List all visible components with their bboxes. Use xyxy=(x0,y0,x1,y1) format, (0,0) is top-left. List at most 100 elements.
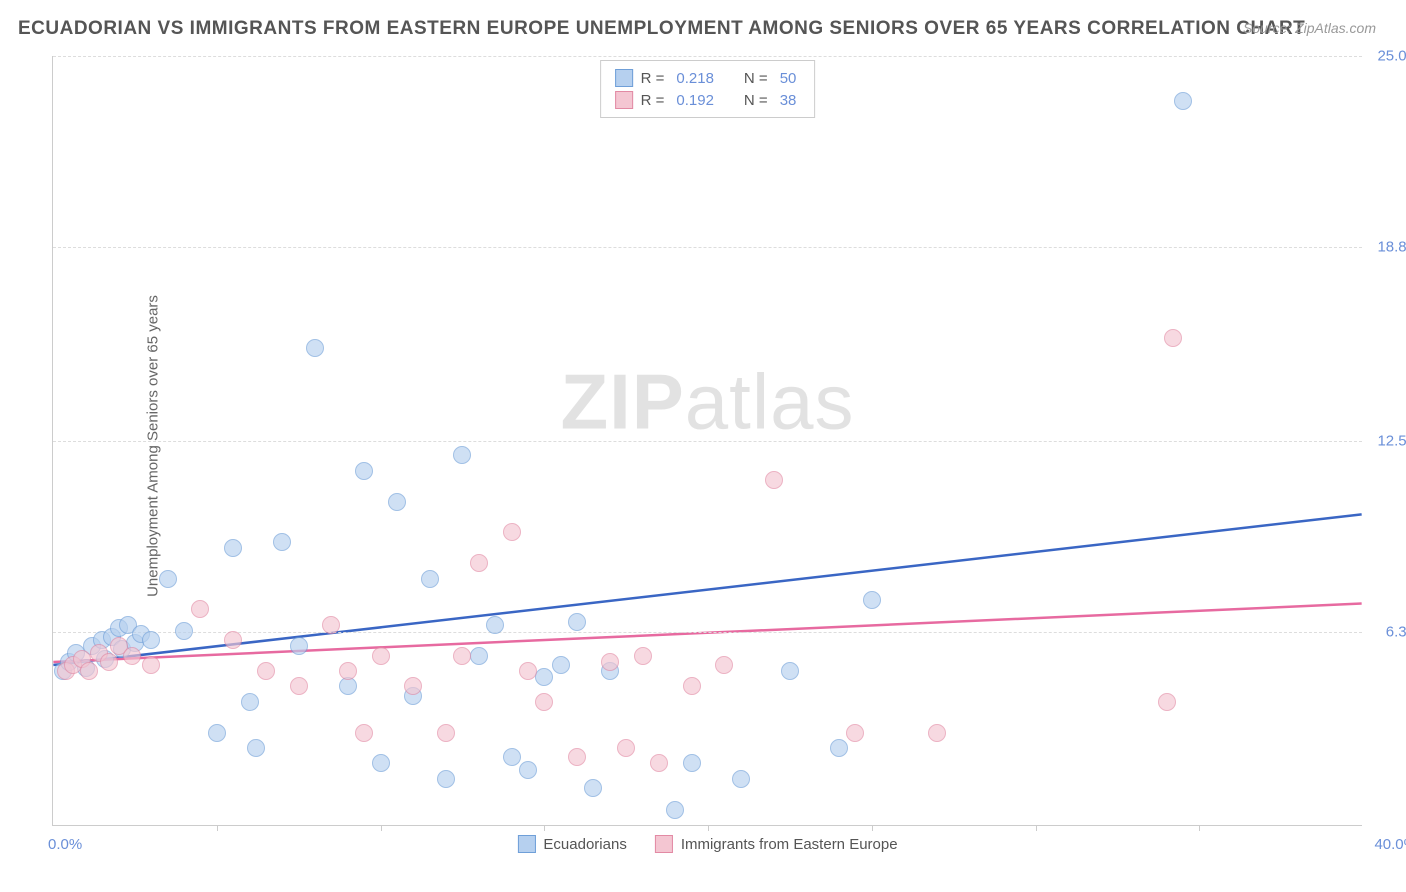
scatter-point-series-1 xyxy=(224,631,242,649)
scatter-point-series-0 xyxy=(372,754,390,772)
scatter-point-series-0 xyxy=(247,739,265,757)
scatter-point-series-1 xyxy=(617,739,635,757)
x-tick xyxy=(1199,825,1200,831)
legend-label-0: Ecuadorians xyxy=(543,836,626,853)
scatter-point-series-0 xyxy=(355,462,373,480)
watermark-bold: ZIP xyxy=(560,358,684,446)
scatter-point-series-1 xyxy=(123,647,141,665)
scatter-point-series-0 xyxy=(306,339,324,357)
legend-item-1: Immigrants from Eastern Europe xyxy=(655,835,898,853)
n-label: N = xyxy=(744,70,768,87)
x-min-label: 0.0% xyxy=(48,836,82,853)
scatter-point-series-0 xyxy=(142,631,160,649)
legend-stats: R = 0.218 N = 50 R = 0.192 N = 38 xyxy=(600,60,816,118)
scatter-point-series-0 xyxy=(519,761,537,779)
scatter-point-series-0 xyxy=(241,693,259,711)
watermark: ZIPatlas xyxy=(560,357,854,448)
legend-label-1: Immigrants from Eastern Europe xyxy=(681,836,898,853)
swatch-bottom-1 xyxy=(655,835,673,853)
scatter-point-series-1 xyxy=(765,471,783,489)
x-tick xyxy=(381,825,382,831)
y-tick-label: 25.0% xyxy=(1377,48,1406,65)
scatter-point-series-1 xyxy=(453,647,471,665)
x-max-label: 40.0% xyxy=(1374,836,1406,853)
swatch-bottom-0 xyxy=(517,835,535,853)
scatter-point-series-1 xyxy=(535,693,553,711)
scatter-point-series-1 xyxy=(437,724,455,742)
r-label: R = xyxy=(641,70,665,87)
scatter-point-series-1 xyxy=(404,677,422,695)
scatter-point-series-1 xyxy=(846,724,864,742)
scatter-point-series-1 xyxy=(601,653,619,671)
scatter-point-series-0 xyxy=(421,570,439,588)
gridline xyxy=(53,56,1362,57)
scatter-point-series-0 xyxy=(224,539,242,557)
scatter-point-series-1 xyxy=(1158,693,1176,711)
plot-area: ZIPatlas R = 0.218 N = 50 R = 0.192 N = … xyxy=(52,56,1362,826)
x-tick xyxy=(217,825,218,831)
gridline xyxy=(53,441,1362,442)
scatter-point-series-0 xyxy=(584,779,602,797)
scatter-point-series-0 xyxy=(568,613,586,631)
scatter-point-series-0 xyxy=(535,668,553,686)
scatter-point-series-1 xyxy=(191,600,209,618)
legend-stats-row-0: R = 0.218 N = 50 xyxy=(615,67,801,89)
scatter-point-series-0 xyxy=(666,801,684,819)
scatter-point-series-1 xyxy=(339,662,357,680)
scatter-point-series-0 xyxy=(781,662,799,680)
x-tick xyxy=(708,825,709,831)
scatter-point-series-0 xyxy=(208,724,226,742)
scatter-point-series-1 xyxy=(142,656,160,674)
scatter-point-series-0 xyxy=(159,570,177,588)
scatter-point-series-0 xyxy=(273,533,291,551)
y-tick-label: 12.5% xyxy=(1377,433,1406,450)
scatter-point-series-1 xyxy=(928,724,946,742)
r-value-0: 0.218 xyxy=(676,70,714,87)
scatter-point-series-0 xyxy=(339,677,357,695)
scatter-point-series-0 xyxy=(290,637,308,655)
n-label: N = xyxy=(744,92,768,109)
x-tick xyxy=(544,825,545,831)
gridline xyxy=(53,632,1362,633)
scatter-point-series-1 xyxy=(257,662,275,680)
chart-title: ECUADORIAN VS IMMIGRANTS FROM EASTERN EU… xyxy=(18,18,1305,40)
scatter-point-series-1 xyxy=(470,554,488,572)
scatter-point-series-0 xyxy=(1174,92,1192,110)
scatter-point-series-1 xyxy=(100,653,118,671)
scatter-point-series-0 xyxy=(486,616,504,634)
n-value-0: 50 xyxy=(780,70,797,87)
legend-item-0: Ecuadorians xyxy=(517,835,626,853)
scatter-point-series-1 xyxy=(683,677,701,695)
scatter-point-series-0 xyxy=(552,656,570,674)
scatter-point-series-0 xyxy=(863,591,881,609)
r-value-1: 0.192 xyxy=(676,92,714,109)
scatter-point-series-0 xyxy=(503,748,521,766)
scatter-point-series-1 xyxy=(568,748,586,766)
scatter-point-series-0 xyxy=(830,739,848,757)
scatter-point-series-0 xyxy=(732,770,750,788)
trendline-series-0 xyxy=(53,514,1361,665)
chart-container: ECUADORIAN VS IMMIGRANTS FROM EASTERN EU… xyxy=(0,0,1406,892)
watermark-light: atlas xyxy=(685,358,855,446)
scatter-point-series-0 xyxy=(437,770,455,788)
scatter-point-series-1 xyxy=(650,754,668,772)
scatter-point-series-0 xyxy=(175,622,193,640)
swatch-series-1 xyxy=(615,91,633,109)
scatter-point-series-1 xyxy=(80,662,98,680)
y-tick-label: 18.8% xyxy=(1377,238,1406,255)
scatter-point-series-1 xyxy=(519,662,537,680)
scatter-point-series-1 xyxy=(634,647,652,665)
y-tick-label: 6.3% xyxy=(1386,623,1406,640)
scatter-point-series-0 xyxy=(470,647,488,665)
x-tick xyxy=(872,825,873,831)
scatter-point-series-0 xyxy=(388,493,406,511)
scatter-point-series-1 xyxy=(322,616,340,634)
scatter-point-series-0 xyxy=(683,754,701,772)
gridline xyxy=(53,247,1362,248)
scatter-point-series-1 xyxy=(372,647,390,665)
scatter-point-series-1 xyxy=(1164,329,1182,347)
scatter-point-series-1 xyxy=(290,677,308,695)
legend-stats-row-1: R = 0.192 N = 38 xyxy=(615,89,801,111)
legend-series: Ecuadorians Immigrants from Eastern Euro… xyxy=(517,835,897,853)
scatter-point-series-1 xyxy=(503,523,521,541)
